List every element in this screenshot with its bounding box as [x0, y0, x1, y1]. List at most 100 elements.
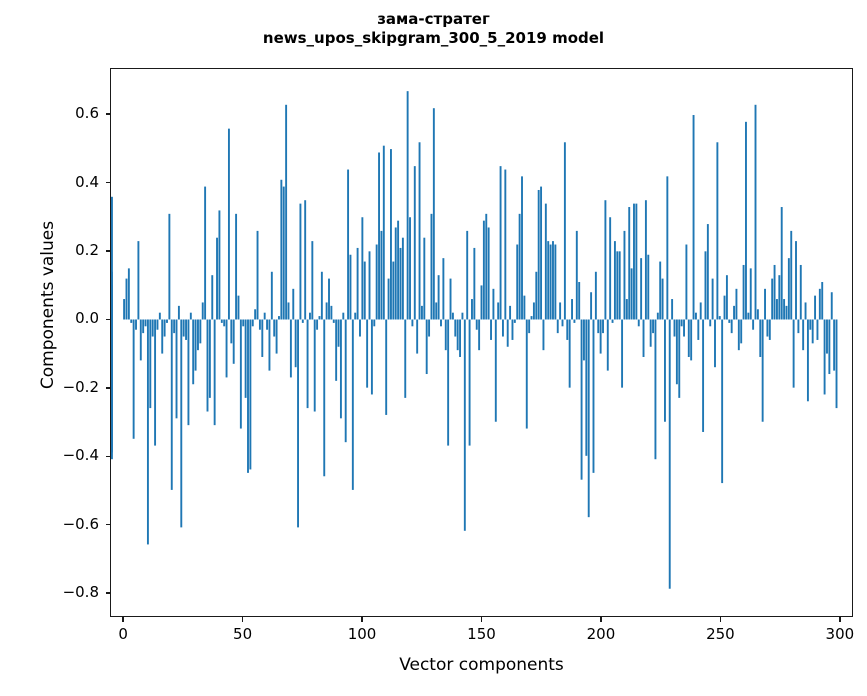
- bar: [575, 230, 578, 320]
- bar: [206, 319, 209, 412]
- bar: [694, 312, 697, 320]
- bar: [616, 251, 619, 320]
- bar: [423, 237, 426, 320]
- bar: [652, 319, 655, 334]
- bar: [354, 312, 357, 320]
- bar: [301, 319, 304, 323]
- y-tick-label: 0.6: [75, 104, 99, 123]
- bar: [835, 319, 838, 409]
- bar: [728, 319, 731, 323]
- bar: [123, 299, 126, 320]
- bar: [325, 302, 328, 320]
- bar: [177, 305, 180, 320]
- bar: [506, 319, 509, 347]
- bar: [137, 241, 140, 320]
- bar: [146, 319, 149, 545]
- bar: [735, 288, 738, 320]
- bar: [349, 254, 352, 320]
- x-tick-mark: [600, 617, 602, 622]
- bar: [806, 319, 809, 402]
- bar: [559, 302, 562, 320]
- bar: [461, 312, 464, 320]
- bar: [711, 278, 714, 320]
- bar: [235, 213, 238, 320]
- bar: [554, 244, 557, 320]
- y-tick-label: 0.2: [75, 241, 99, 259]
- bar: [590, 292, 593, 320]
- bar: [585, 319, 588, 456]
- bar: [406, 91, 409, 320]
- bar: [111, 196, 113, 320]
- bar: [525, 319, 528, 429]
- bar: [699, 302, 702, 320]
- bar: [311, 241, 314, 320]
- bar: [752, 319, 755, 330]
- bar: [459, 319, 462, 357]
- bar: [747, 312, 750, 320]
- y-tick-mark: [105, 318, 110, 321]
- bar: [578, 282, 581, 320]
- bar: [163, 319, 166, 337]
- bar: [397, 220, 400, 320]
- bar: [256, 230, 259, 320]
- bar: [671, 299, 674, 320]
- bar: [361, 217, 364, 320]
- bar: [754, 104, 757, 320]
- bar: [275, 319, 278, 354]
- bar: [289, 319, 292, 378]
- bar: [623, 230, 626, 320]
- x-tick-label: 100: [347, 625, 377, 643]
- y-tick-label: −0.8: [62, 583, 99, 602]
- bar: [749, 268, 752, 320]
- bar: [766, 319, 769, 337]
- bar: [647, 254, 650, 320]
- chart-title: зама-стратег news_upos_skipgram_300_5_20…: [0, 10, 867, 48]
- bar: [313, 319, 316, 412]
- bar: [420, 305, 423, 320]
- y-tick-mark: [105, 181, 110, 184]
- bar: [756, 309, 759, 320]
- bar: [337, 319, 340, 347]
- bar: [149, 319, 152, 409]
- bar: [306, 319, 309, 409]
- bar: [332, 319, 335, 323]
- bar: [282, 186, 285, 320]
- bar: [342, 312, 345, 320]
- bar: [642, 319, 645, 357]
- bar: [697, 319, 700, 340]
- bar: [811, 319, 814, 344]
- bar: [680, 319, 683, 327]
- bar: [785, 305, 788, 320]
- bar: [180, 319, 183, 528]
- bar: [523, 295, 526, 320]
- bar: [411, 319, 414, 327]
- bar: [463, 319, 466, 531]
- bar: [451, 312, 454, 320]
- bar: [797, 319, 800, 334]
- bar: [599, 319, 602, 354]
- bar: [390, 149, 392, 320]
- plot-area: [110, 68, 853, 617]
- bar: [740, 319, 743, 344]
- chart-title-line-1: зама-стратег: [377, 10, 490, 28]
- y-tick-mark: [105, 523, 110, 526]
- bar: [475, 319, 478, 330]
- y-axis-label: Components values: [38, 220, 58, 390]
- y-tick-label: 0.0: [75, 309, 99, 328]
- bar: [166, 319, 168, 323]
- bar: [154, 319, 157, 446]
- bar: [709, 319, 712, 327]
- bar: [251, 319, 254, 327]
- bar: [764, 288, 766, 320]
- bar: [304, 200, 307, 320]
- bar: [401, 237, 404, 320]
- x-axis-label: Vector components: [399, 655, 564, 675]
- bar: [399, 247, 402, 320]
- bar: [692, 115, 695, 320]
- bar: [775, 299, 778, 320]
- bar: [532, 302, 535, 320]
- bar-series-canvas: [111, 91, 838, 589]
- bar: [156, 319, 159, 330]
- bar: [833, 319, 836, 371]
